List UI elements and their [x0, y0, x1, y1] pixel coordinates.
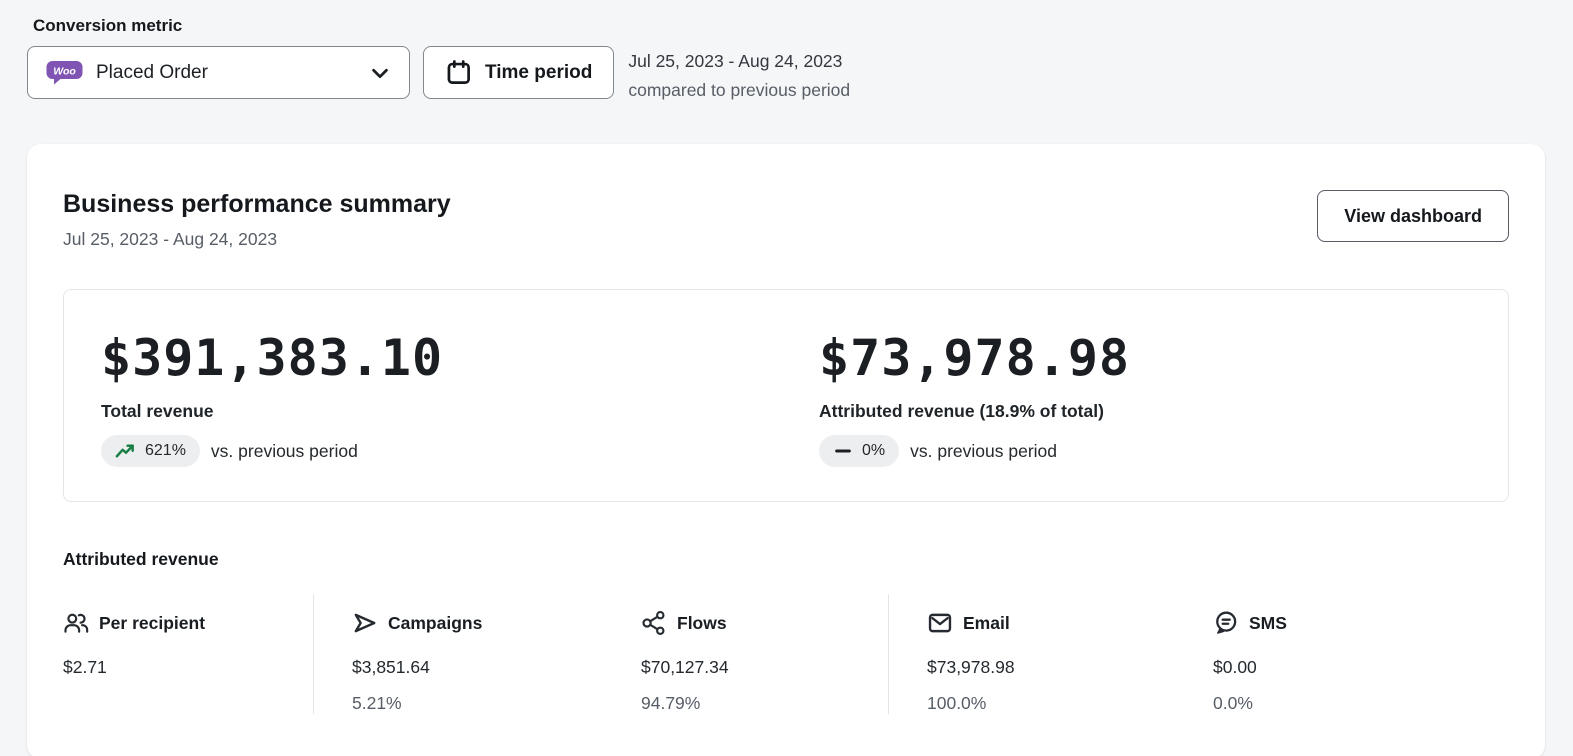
date-range: Jul 25, 2023 - Aug 24, 2023	[628, 51, 843, 71]
filter-controls-row: Woo Placed Order Time period Jul 25, 202…	[27, 46, 1573, 105]
email-icon	[927, 610, 953, 636]
comparison-text: vs. previous period	[210, 440, 358, 461]
column-label: SMS	[1249, 612, 1287, 633]
change-badge: 0%	[819, 435, 900, 467]
flow-icon	[641, 610, 667, 636]
column-label: Flows	[677, 612, 727, 633]
metric-column-campaigns: Campaigns $3,851.64 5.21%	[314, 594, 641, 714]
conversion-metric-label: Conversion metric	[33, 16, 183, 35]
chevron-down-icon	[369, 62, 391, 84]
metric-percent: 94.79%	[641, 693, 701, 713]
column-label: Per recipient	[99, 612, 206, 633]
total-revenue-value: $391,383.10	[101, 329, 444, 387]
total-revenue-stat: $391,383.10 Total revenue 621% vs. previ…	[101, 330, 819, 501]
send-icon	[352, 610, 378, 636]
metric-value: $70,127.34	[641, 657, 729, 677]
trend-up-icon	[115, 442, 136, 460]
attributed-revenue-value: $73,978.98	[819, 329, 1131, 387]
conversion-metric-value: Placed Order	[96, 61, 208, 83]
metric-column-sms: SMS $0.00 0.0%	[1213, 594, 1509, 714]
business-performance-card: Business performance summary Jul 25, 202…	[27, 144, 1545, 756]
people-icon	[63, 610, 89, 636]
filters-bar: Conversion metric Woo Placed Order	[0, 0, 1573, 105]
svg-text:Woo: Woo	[53, 65, 76, 77]
date-range-block: Jul 25, 2023 - Aug 24, 2023 compared to …	[628, 46, 850, 105]
column-header: Campaigns	[352, 610, 641, 636]
column-header: Flows	[641, 610, 888, 636]
metric-value: $2.71	[63, 657, 107, 677]
metric-percent: 100.0%	[927, 693, 987, 713]
comparison-text: vs. previous period	[910, 440, 1058, 461]
column-label: Campaigns	[388, 612, 483, 633]
total-revenue-change-row: 621% vs. previous period	[101, 435, 819, 467]
change-percent: 0%	[862, 442, 886, 459]
metric-value: $3,851.64	[352, 657, 430, 677]
page-title: Business performance summary	[63, 190, 451, 218]
metric-column-flows: Flows $70,127.34 94.79%	[641, 594, 888, 714]
attributed-revenue-heading: Attributed revenue	[63, 549, 219, 569]
metric-column-email: Email $73,978.98 100.0%	[889, 594, 1213, 714]
card-header: Business performance summary Jul 25, 202…	[63, 190, 1509, 250]
column-header: Per recipient	[63, 610, 313, 636]
column-label: Email	[963, 612, 1010, 633]
sms-icon	[1213, 610, 1239, 636]
attributed-revenue-breakdown: Per recipient $2.71 Campaigns $3,851.64 …	[63, 594, 1509, 714]
column-divider	[888, 594, 889, 714]
revenue-summary-panel: $391,383.10 Total revenue 621% vs. previ…	[63, 289, 1509, 502]
metric-percent: 5.21%	[352, 693, 402, 713]
metric-value: $0.00	[1213, 657, 1257, 677]
flat-trend-icon	[833, 442, 853, 460]
conversion-metric-dropdown[interactable]: Woo Placed Order	[27, 46, 410, 99]
card-title-block: Business performance summary Jul 25, 202…	[63, 190, 451, 250]
time-period-button[interactable]: Time period	[423, 46, 615, 99]
woocommerce-logo-icon: Woo	[46, 60, 83, 85]
column-divider	[313, 594, 314, 714]
column-header: SMS	[1213, 610, 1509, 636]
metric-column-per-recipient: Per recipient $2.71	[63, 594, 313, 714]
view-dashboard-button[interactable]: View dashboard	[1317, 190, 1509, 242]
comparison-note: compared to previous period	[628, 80, 851, 100]
time-period-label: Time period	[485, 61, 593, 83]
attributed-revenue-change-row: 0% vs. previous period	[819, 435, 1471, 467]
change-percent: 621%	[145, 442, 186, 459]
column-header: Email	[927, 610, 1213, 636]
attributed-revenue-label: Attributed revenue (18.9% of total)	[819, 401, 1104, 421]
calendar-icon	[445, 59, 472, 86]
card-subtitle-date: Jul 25, 2023 - Aug 24, 2023	[63, 229, 278, 249]
attributed-revenue-stat: $73,978.98 Attributed revenue (18.9% of …	[819, 330, 1471, 501]
total-revenue-label: Total revenue	[101, 401, 214, 421]
change-badge: 621%	[101, 435, 200, 467]
metric-percent: 0.0%	[1213, 693, 1253, 713]
metric-value: $73,978.98	[927, 657, 1015, 677]
